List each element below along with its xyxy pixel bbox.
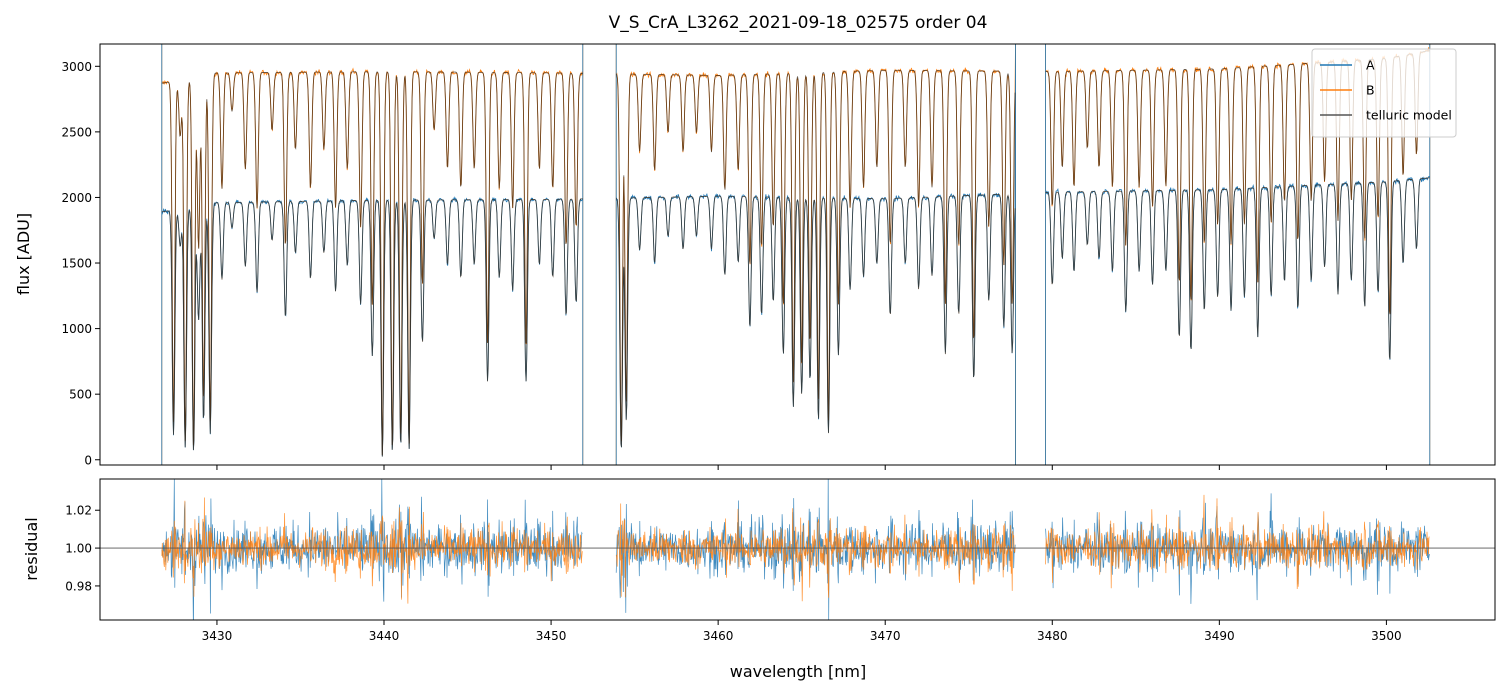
- residual-xtick-label: 3490: [1204, 629, 1235, 643]
- chart-title: V_S_CrA_L3262_2021-09-18_02575 order 04: [609, 13, 988, 33]
- residual-xtick-label: 3430: [202, 629, 233, 643]
- flux-ytick-label: 0: [84, 453, 92, 467]
- residual-xtick-label: 3500: [1371, 629, 1402, 643]
- flux-series-group: [161, 44, 1431, 465]
- residual-ytick-label: 0.98: [65, 579, 92, 593]
- flux-axis-label: flux [ADU]: [14, 213, 33, 295]
- legend-label-0: A: [1366, 58, 1375, 73]
- flux-ytick-label: 1000: [61, 322, 92, 336]
- flux-ytick-label: 500: [69, 388, 92, 402]
- flux-ytick-label: 3000: [61, 60, 92, 74]
- residual-axis-label: residual: [22, 517, 41, 580]
- residual-series-group: [161, 479, 1430, 620]
- residual-panel: 0.98 1.00 1.02 3430 3440 3450 3460 3470 3480 3490…: [65, 478, 1496, 643]
- flux-axes-frame: [99, 43, 1496, 466]
- flux-ytick-label: 2500: [61, 125, 92, 139]
- residual-ytick-label: 1.00: [65, 542, 92, 556]
- residual-b-line: [161, 494, 1430, 604]
- residual-xtick-label: 3470: [870, 629, 901, 643]
- residual-xtick-label: 3480: [1037, 629, 1068, 643]
- legend-label-1: B: [1366, 83, 1375, 98]
- legend-label-2: telluric model: [1366, 108, 1452, 123]
- flux-ytick-label: 2000: [61, 191, 92, 205]
- flux-ytick-label: 1500: [61, 257, 92, 271]
- residual-xtick-label: 3450: [536, 629, 567, 643]
- legend-box: [1311, 48, 1457, 138]
- telluric-model-line-1: [161, 50, 1430, 456]
- residual-axes-frame: [99, 478, 1496, 621]
- wavelength-axis-label: wavelength [nm]: [730, 662, 867, 681]
- residual-ytick-label: 1.02: [65, 504, 92, 518]
- flux-panel: 0 500 1000 1500 2000 2500 3000: [61, 43, 1496, 470]
- telluric-model-line-2: [161, 177, 1430, 457]
- flux-plot-area: [100, 44, 1495, 465]
- residual-xtick-label: 3440: [369, 629, 400, 643]
- residual-xtick-label: 3460: [703, 629, 734, 643]
